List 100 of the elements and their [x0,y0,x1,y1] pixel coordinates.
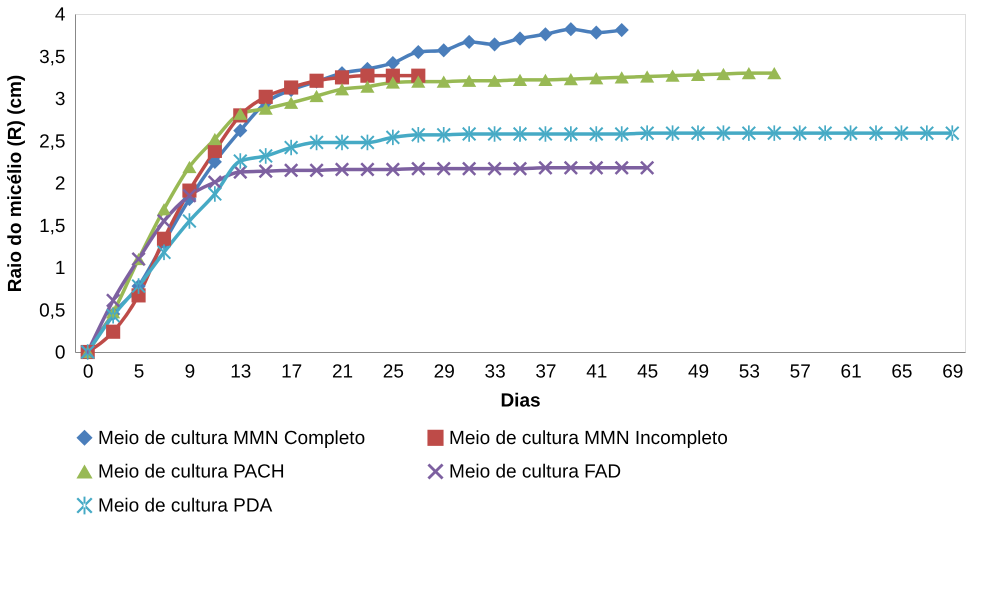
point [488,162,502,176]
point [716,68,730,80]
point [411,75,426,88]
legend-label: Meio de cultura MMN Incompleto [449,428,728,449]
x-tick-label: 0 [82,362,94,382]
point [742,125,756,141]
point [767,67,782,80]
y-tick-label: 3 [54,89,66,110]
point [360,68,374,83]
point [818,125,832,141]
point [334,134,350,150]
y-axis-title: Raio do micélio (R) (cm) [5,74,26,292]
x-tick-label: 53 [738,362,760,382]
point [182,213,196,229]
x-tick-label: 29 [434,362,455,382]
x-tick-label: 65 [891,362,912,382]
y-tick-label: 0,5 [39,300,66,322]
point [614,71,629,84]
point [436,75,451,88]
point [258,90,273,104]
x-tick-label: 9 [184,362,196,382]
point [436,43,451,58]
point [208,144,222,158]
point [233,153,248,169]
point [386,76,400,89]
x-tick-label: 21 [332,362,354,382]
point [156,244,172,260]
point [208,186,222,202]
point [334,162,350,177]
point [564,126,578,142]
point [106,324,120,339]
x-tick-label: 49 [688,362,710,382]
x-tick-label: 61 [840,362,862,382]
point [512,74,528,86]
point [462,126,476,142]
point [334,70,350,84]
point [284,163,298,178]
point [182,160,196,174]
point [844,125,858,141]
legend-label: Meio de cultura FAD [449,462,622,482]
x-tick-label: 57 [790,362,811,382]
point [488,74,502,87]
legend-label: Meio de cultura PACH [98,462,285,482]
point [767,125,782,141]
point [716,125,730,141]
x-tick-label: 25 [382,362,404,382]
x-axis-title: Dias [500,390,541,412]
point [233,124,248,138]
point [284,140,298,156]
x-tick-label: 37 [535,362,556,382]
point [666,70,680,82]
point [310,90,324,102]
legend-label: Meio de cultura MMN Completo [98,428,366,449]
point [512,31,528,46]
point [564,160,578,175]
point [360,162,374,177]
point [386,162,400,177]
point [182,188,196,203]
x-tick-label: 41 [586,362,608,382]
point [640,125,654,141]
point [589,26,604,40]
point [462,34,476,49]
x-tick-label: 17 [281,362,302,382]
point [538,27,552,42]
point [792,125,807,141]
point [258,164,273,178]
y-tick-label: 3,5 [39,46,66,68]
point [411,44,426,60]
point [666,125,680,141]
point [538,160,552,175]
y-tick-label: 4 [54,4,66,26]
x-tick-label: 45 [637,362,658,382]
point [920,125,934,141]
point [690,68,706,81]
point [640,70,654,83]
point [156,232,172,246]
point [156,203,172,216]
point [233,108,248,120]
point [589,126,604,142]
point [614,22,629,38]
y-tick-label: 2 [54,174,66,194]
y-tick-label: 2,5 [39,131,66,152]
x-tick-label: 69 [942,362,964,382]
point [334,83,350,96]
point [945,125,960,141]
point [386,56,400,70]
point [208,132,222,146]
point [640,160,654,175]
point [488,126,502,142]
point [488,37,502,52]
point [462,162,476,176]
y-tick-label: 1 [54,258,66,279]
x-tick-label: 13 [230,362,252,382]
point [868,125,884,141]
point [411,162,426,176]
point [411,127,426,143]
y-tick-label: 1,5 [39,216,66,237]
point [690,125,706,141]
point [106,293,120,308]
point [284,80,298,95]
